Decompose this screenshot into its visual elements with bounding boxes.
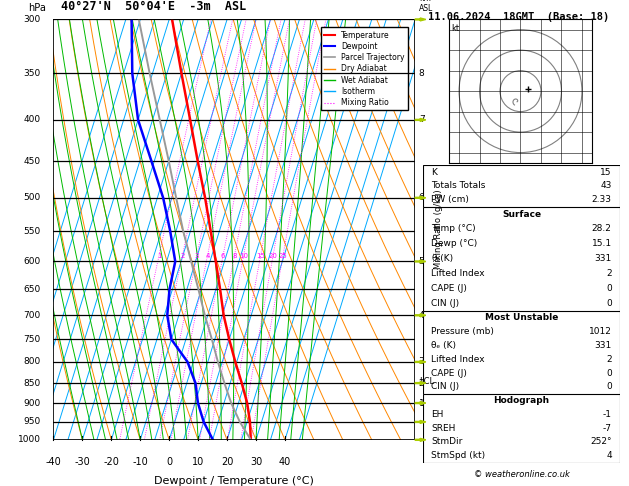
Text: 0: 0 [606, 284, 612, 293]
Text: 10: 10 [239, 253, 248, 259]
Text: StmSpd (kt): StmSpd (kt) [431, 451, 486, 460]
Text: 550: 550 [23, 226, 41, 236]
Text: 331: 331 [594, 254, 612, 263]
Text: 700: 700 [23, 311, 41, 320]
Text: 4: 4 [606, 451, 612, 460]
Text: km
ASL: km ASL [419, 0, 433, 13]
Text: © weatheronline.co.uk: © weatheronline.co.uk [474, 469, 570, 479]
Text: 40: 40 [279, 457, 291, 467]
Text: 5: 5 [419, 257, 425, 266]
Text: 0: 0 [606, 382, 612, 391]
Text: 0: 0 [606, 299, 612, 308]
Text: 10: 10 [192, 457, 204, 467]
Text: Dewpoint / Temperature (°C): Dewpoint / Temperature (°C) [154, 476, 314, 486]
Text: CIN (J): CIN (J) [431, 299, 459, 308]
Text: LCL: LCL [419, 377, 434, 385]
Text: 850: 850 [23, 379, 41, 387]
Text: 600: 600 [23, 257, 41, 266]
Text: Lifted Index: Lifted Index [431, 269, 485, 278]
Legend: Temperature, Dewpoint, Parcel Trajectory, Dry Adiabat, Wet Adiabat, Isotherm, Mi: Temperature, Dewpoint, Parcel Trajectory… [321, 28, 408, 110]
Text: 20: 20 [269, 253, 277, 259]
Text: CAPE (J): CAPE (J) [431, 284, 467, 293]
Text: 2: 2 [606, 269, 612, 278]
Text: CIN (J): CIN (J) [431, 382, 459, 391]
Text: 2: 2 [419, 379, 425, 387]
Text: 400: 400 [24, 115, 41, 124]
Text: K: K [431, 168, 437, 176]
Text: 2: 2 [606, 355, 612, 364]
Text: 1: 1 [157, 253, 161, 259]
Text: 1: 1 [419, 399, 425, 408]
Text: 900: 900 [23, 399, 41, 408]
Text: 750: 750 [23, 335, 41, 344]
Text: Pressure (mb): Pressure (mb) [431, 327, 494, 336]
Text: 15: 15 [600, 168, 612, 176]
Text: 3: 3 [194, 253, 199, 259]
Text: 2: 2 [181, 253, 184, 259]
Text: 4: 4 [419, 311, 425, 320]
Text: StmDir: StmDir [431, 437, 462, 447]
Text: 6: 6 [419, 193, 425, 202]
Text: 650: 650 [23, 285, 41, 294]
Text: 450: 450 [24, 156, 41, 166]
Text: PW (cm): PW (cm) [431, 195, 469, 204]
Text: 350: 350 [23, 69, 41, 78]
Text: Temp (°C): Temp (°C) [431, 225, 476, 233]
Text: 43: 43 [600, 181, 612, 191]
Text: Surface: Surface [502, 209, 541, 219]
Text: CAPE (J): CAPE (J) [431, 368, 467, 378]
Text: θₑ (K): θₑ (K) [431, 341, 456, 350]
Text: 8: 8 [232, 253, 237, 259]
Text: 30: 30 [250, 457, 262, 467]
Text: 25: 25 [279, 253, 287, 259]
Text: 800: 800 [23, 357, 41, 366]
Text: 500: 500 [23, 193, 41, 202]
Text: -1: -1 [603, 410, 612, 419]
Text: 8: 8 [419, 69, 425, 78]
Text: 7: 7 [419, 115, 425, 124]
Text: Totals Totals: Totals Totals [431, 181, 486, 191]
Text: 20: 20 [221, 457, 233, 467]
Bar [53, 19, 415, 440]
Text: 15: 15 [256, 253, 265, 259]
Text: 300: 300 [23, 15, 41, 24]
Text: Most Unstable: Most Unstable [485, 313, 558, 322]
Text: 6: 6 [221, 253, 225, 259]
Text: 950: 950 [23, 417, 41, 426]
Text: θₑ(K): θₑ(K) [431, 254, 454, 263]
Text: Lifted Index: Lifted Index [431, 355, 485, 364]
Text: SREH: SREH [431, 424, 455, 433]
Text: 40°27'N  50°04'E  -3m  ASL: 40°27'N 50°04'E -3m ASL [61, 0, 246, 13]
Text: -40: -40 [45, 457, 62, 467]
Text: -20: -20 [103, 457, 120, 467]
Text: 4: 4 [205, 253, 209, 259]
Text: -10: -10 [132, 457, 148, 467]
Text: Hodograph: Hodograph [493, 396, 550, 405]
Text: -30: -30 [74, 457, 91, 467]
Text: Mixing Ratio (g/kg): Mixing Ratio (g/kg) [434, 190, 443, 269]
Text: EH: EH [431, 410, 443, 419]
Text: 331: 331 [594, 341, 612, 350]
Text: 0: 0 [606, 368, 612, 378]
Text: kt: kt [451, 23, 459, 33]
Text: hPa: hPa [28, 3, 46, 13]
Text: 11.06.2024  18GMT  (Base: 18): 11.06.2024 18GMT (Base: 18) [428, 12, 610, 22]
Text: 15.1: 15.1 [592, 240, 612, 248]
Text: Dewp (°C): Dewp (°C) [431, 240, 477, 248]
Text: 252°: 252° [590, 437, 612, 447]
Text: -7: -7 [603, 424, 612, 433]
Text: 1012: 1012 [589, 327, 612, 336]
Text: 0: 0 [166, 457, 172, 467]
Text: 3: 3 [419, 357, 425, 366]
Text: 2.33: 2.33 [592, 195, 612, 204]
Text: 28.2: 28.2 [592, 225, 612, 233]
Text: 1000: 1000 [18, 435, 41, 444]
